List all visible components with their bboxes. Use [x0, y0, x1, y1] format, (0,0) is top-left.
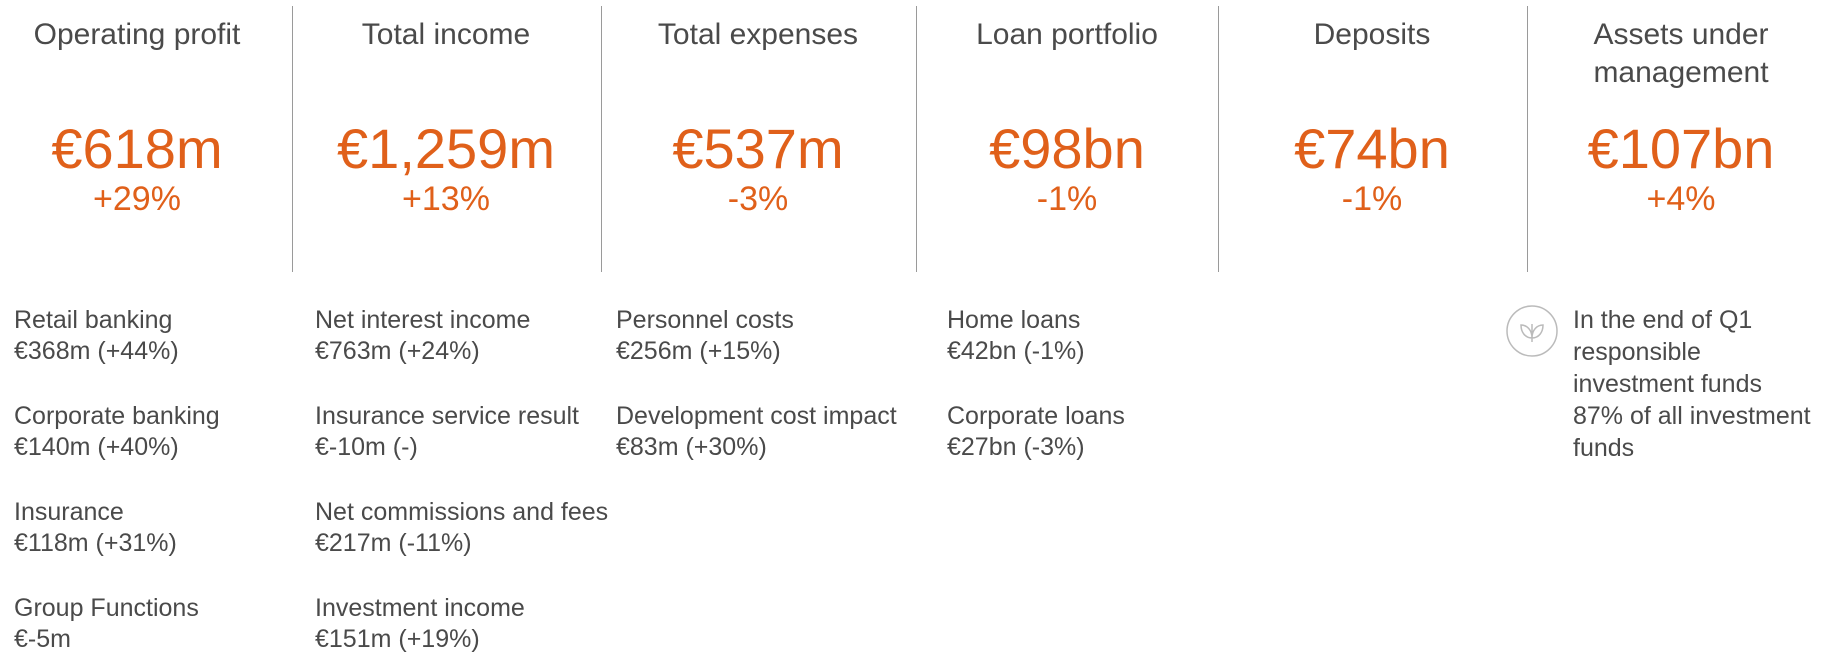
detail-value: €763m (+24%) [315, 337, 480, 365]
kpi-change: -3% [727, 180, 789, 218]
kpi-title: Deposits [1313, 18, 1431, 51]
kpi-change: -1% [1341, 180, 1403, 218]
note-line: In the end of Q1 [1573, 306, 1753, 334]
note-line: investment funds [1573, 370, 1762, 398]
leaf-icon [1506, 305, 1558, 357]
detail-label: Home loans [947, 306, 1081, 334]
kpi-change: +4% [1646, 180, 1716, 218]
note-line: responsible [1573, 338, 1701, 366]
detail-value: €-5m [14, 625, 71, 653]
detail-label: Net commissions and fees [315, 498, 609, 526]
detail-value: €118m (+31%) [14, 529, 177, 557]
kpi-value: €618m [51, 117, 223, 180]
divider [1218, 6, 1219, 272]
detail-label: Corporate banking [14, 402, 220, 430]
detail-label: Net interest income [315, 306, 531, 334]
detail-value: €256m (+15%) [616, 337, 781, 365]
detail-label: Retail banking [14, 306, 173, 334]
kpi-value: €1,259m [337, 117, 555, 180]
divider [916, 6, 917, 272]
kpi-title: Total income [361, 18, 531, 51]
kpi-change: +29% [93, 180, 181, 218]
kpi-value: €74bn [1294, 117, 1450, 180]
detail-label: Insurance service result [315, 402, 580, 430]
kpi-title: Loan portfolio [976, 18, 1158, 51]
detail-value: €151m (+19%) [315, 625, 480, 653]
detail-label: Development cost impact [616, 402, 897, 430]
note-line: 87% of all investment [1573, 402, 1811, 430]
divider [292, 6, 293, 272]
kpi-change: -1% [1036, 180, 1098, 218]
kpi-value: €107bn [1587, 117, 1775, 180]
divider [1527, 6, 1528, 272]
detail-value: €83m (+30%) [616, 433, 767, 461]
detail-value: €368m (+44%) [14, 337, 179, 365]
detail-label: Investment income [315, 594, 525, 622]
detail-value: €140m (+40%) [14, 433, 179, 461]
detail-value: €-10m (-) [315, 433, 418, 461]
kpi-value: €98bn [989, 117, 1145, 180]
kpi-title: Assets under management [1593, 18, 1769, 89]
kpi-value: €537m [672, 117, 844, 180]
kpi-title: Total expenses [657, 18, 859, 51]
detail-value: €217m (-11%) [315, 529, 472, 557]
kpi-title: Operating profit [33, 18, 241, 51]
detail-label: Insurance [14, 498, 124, 526]
detail-label: Corporate loans [947, 402, 1125, 430]
kpi-change: +13% [402, 180, 490, 218]
detail-label: Group Functions [14, 594, 199, 622]
note-line: funds [1573, 434, 1635, 462]
detail-value: €42bn (-1%) [947, 337, 1085, 365]
detail-value: €27bn (-3%) [947, 433, 1085, 461]
detail-label: Personnel costs [616, 306, 794, 334]
divider [601, 6, 602, 272]
